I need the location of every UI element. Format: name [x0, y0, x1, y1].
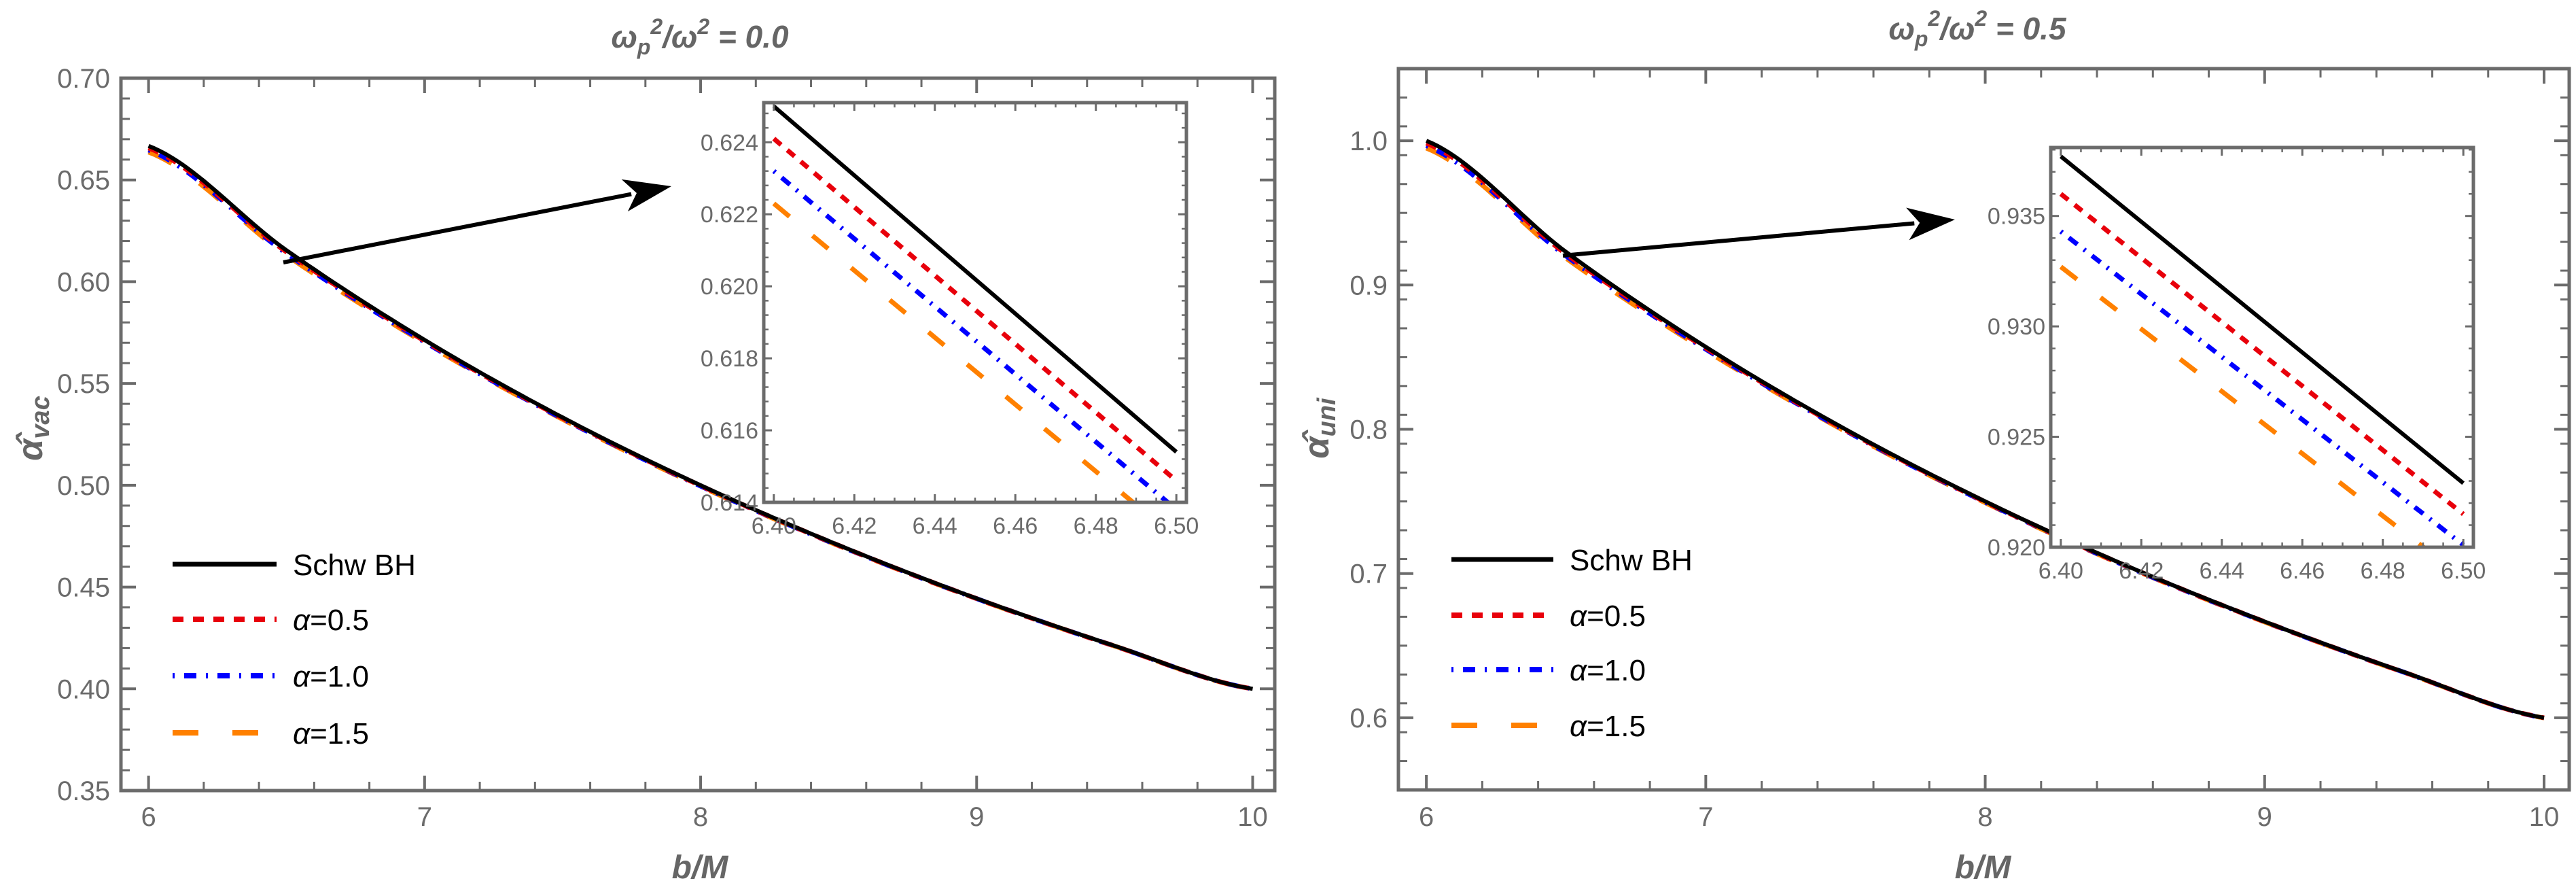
- inset-series-line: [2059, 192, 2465, 517]
- inset-series-line: [2059, 264, 2428, 547]
- arrow-shaft: [1562, 221, 1915, 258]
- x-tick-label: 7: [1698, 802, 1713, 832]
- arrow-head: [1906, 207, 1955, 241]
- y-tick-label: 0.40: [57, 674, 110, 704]
- legend-label: α=1.5: [293, 717, 369, 750]
- y-tick-label: 0.60: [57, 267, 110, 297]
- y-tick-label: 0.8: [1349, 415, 1388, 445]
- inset-x-tick-label: 6.42: [832, 513, 877, 539]
- legend: Schw BH α=0.5 α=1.0 α=1.5: [173, 549, 416, 750]
- inset-y-tick-label: 0.622: [701, 202, 758, 228]
- y-axis-label: α̂vac: [11, 396, 55, 461]
- legend-label: α=1.5: [1570, 710, 1646, 743]
- arrow-head: [621, 179, 671, 212]
- chart-title: ωp2/ω2 = 0.0: [611, 14, 788, 59]
- chart-title: ωp2/ω2 = 0.5: [1888, 6, 2066, 51]
- x-tick-label: 6: [1419, 802, 1434, 832]
- inset-x-tick-label: 6.42: [2119, 558, 2164, 584]
- legend-label: α=0.5: [293, 604, 369, 637]
- x-axis-label: b/M: [1955, 850, 2012, 881]
- inset-chart: 6.40 6.42 6.44 6.46 6.48 6.50 0.920 0.925 0.930 0…: [1988, 145, 2486, 584]
- inset-y-tick-label: 0.618: [701, 346, 758, 372]
- inset-y-tick-label: 0.920: [1988, 535, 2045, 561]
- zoom-arrow: [283, 179, 671, 264]
- inset-x-tick-label: 6.50: [1154, 513, 1199, 539]
- inset-plot-area: [2059, 154, 2465, 547]
- legend-label: Schw BH: [1570, 544, 1693, 577]
- x-tick-label: 8: [1977, 802, 1992, 832]
- inset-x-tick-label: 6.46: [993, 513, 1038, 539]
- x-tick-label: 10: [1237, 802, 1268, 832]
- x-axis-label: b/M: [672, 850, 729, 881]
- inset-x-tick-label: 6.44: [2200, 558, 2244, 584]
- axes: 6 7 8 9 10 0.6 0.7 0.8 0.9 1.0: [1349, 69, 2569, 832]
- y-tick-label: 0.35: [57, 776, 110, 806]
- x-tick-label: 10: [2529, 802, 2560, 832]
- inset-chart: 6.40 6.42 6.44 6.46 6.48 6.50 0.614 0.616 0.618 0…: [701, 101, 1199, 539]
- y-tick-label: 0.45: [57, 573, 110, 603]
- plot-frame: [119, 76, 1277, 793]
- y-tick-label: 0.50: [57, 471, 110, 501]
- legend: Schw BH α=0.5 α=1.0 α=1.5: [1451, 544, 1693, 743]
- inset-series-line: [2059, 154, 2465, 485]
- inset-x-tick-label: 6.48: [2361, 558, 2405, 584]
- plot-frame: [1396, 67, 2571, 792]
- inset-background: [2051, 148, 2473, 547]
- inset-x-tick-label: 6.50: [2441, 558, 2486, 584]
- x-tick-label: 6: [141, 802, 156, 832]
- y-axis-label: α̂uni: [1297, 397, 1341, 459]
- x-tick-label: 8: [693, 802, 708, 832]
- arrow-shaft: [283, 192, 632, 264]
- inset-series-line: [772, 105, 1178, 454]
- inset-y-tick-label: 0.925: [1988, 425, 2045, 451]
- y-tick-label: 1.0: [1349, 126, 1388, 156]
- y-tick-label: 0.7: [1349, 559, 1388, 589]
- legend-label: α=1.0: [1570, 654, 1646, 687]
- legend-label: α=1.0: [293, 660, 369, 693]
- inset-y-tick-label: 0.624: [701, 130, 758, 156]
- plot-area: [147, 143, 1254, 692]
- inset-series-line: [2059, 229, 2465, 547]
- legend-label: α=0.5: [1570, 600, 1646, 633]
- inset-x-tick-label: 6.46: [2280, 558, 2325, 584]
- zoom-arrow: [1562, 207, 1955, 258]
- x-tick-label: 9: [969, 802, 984, 832]
- legend-label: Schw BH: [293, 549, 416, 582]
- inset-x-tick-label: 6.44: [913, 513, 957, 539]
- y-tick-label: 0.9: [1349, 271, 1388, 300]
- inset-y-tick-label: 0.935: [1988, 204, 2045, 230]
- y-tick-label: 0.65: [57, 166, 110, 196]
- inset-background: [764, 103, 1186, 502]
- x-tick-label: 7: [417, 802, 432, 832]
- inset-x-tick-label: 6.40: [2039, 558, 2083, 584]
- panel-left: ωp2/ω2 = 0.0 6 7 8 9 10 0.35 0.40 0.45 0.50 0.55 0…: [11, 14, 1277, 881]
- panel-right: ωp2/ω2 = 0.5 6 7 8 9 10 0.6 0.7 0.8 0.9 1.0 Schw …: [1297, 6, 2571, 881]
- inset-y-tick-label: 0.930: [1988, 314, 2045, 340]
- y-tick-label: 0.6: [1349, 704, 1388, 733]
- y-tick-label: 0.70: [57, 64, 110, 94]
- inset-series-line: [772, 201, 1137, 502]
- inset-y-tick-label: 0.616: [701, 418, 758, 444]
- series-line-schw-bh: [1425, 139, 2545, 720]
- inset-x-tick-label: 6.40: [752, 513, 796, 539]
- y-tick-label: 0.55: [57, 369, 110, 399]
- plot-area: [1425, 139, 2545, 721]
- series-line-schw-bh: [147, 143, 1254, 691]
- inset-plot-area: [772, 105, 1178, 502]
- x-tick-label: 9: [2257, 802, 2272, 832]
- inset-y-tick-label: 0.614: [701, 490, 758, 516]
- inset-x-tick-label: 6.48: [1074, 513, 1118, 539]
- inset-y-tick-label: 0.620: [701, 274, 758, 300]
